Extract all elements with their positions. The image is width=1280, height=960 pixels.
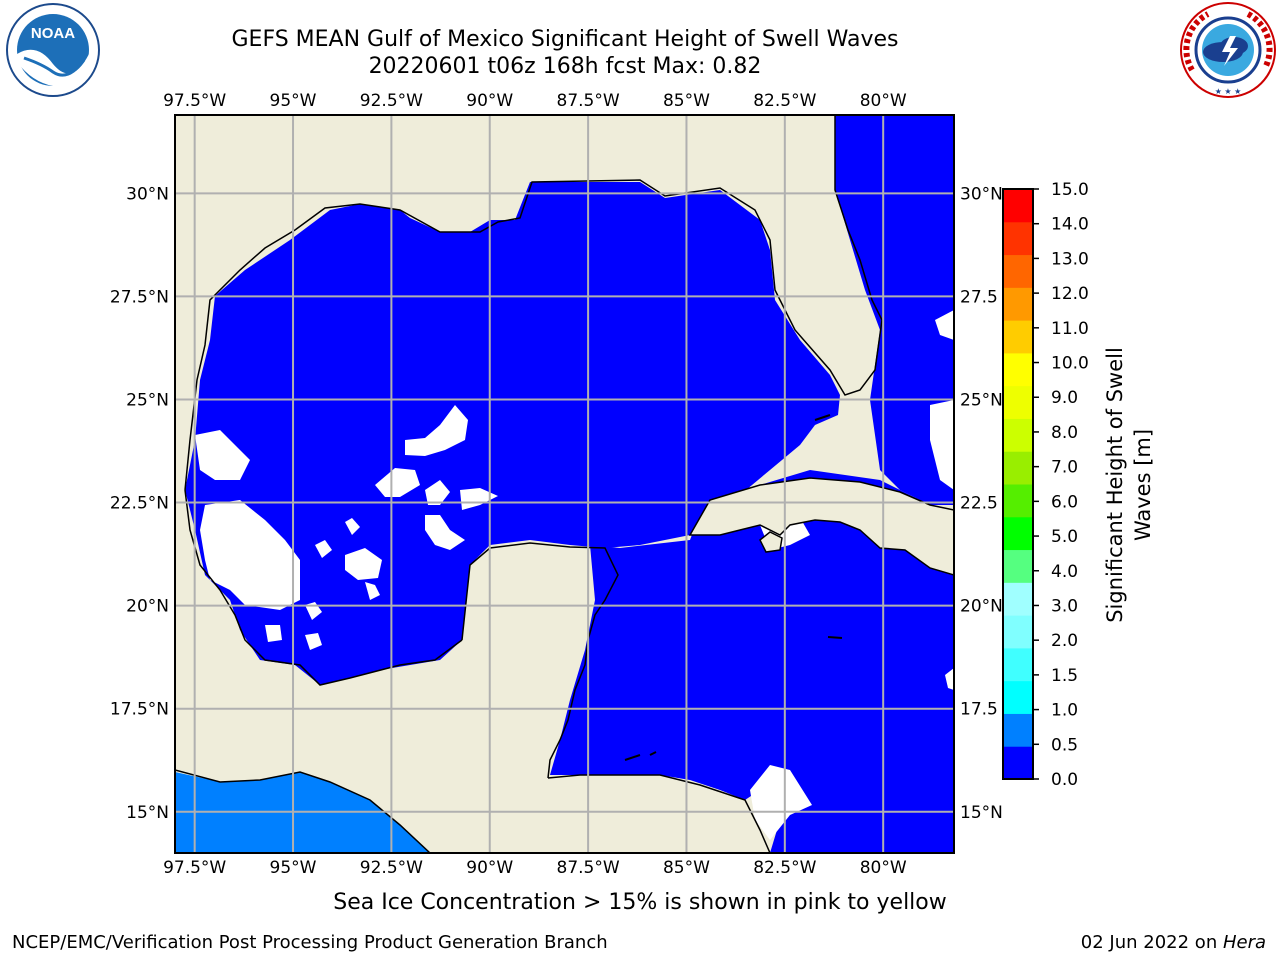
map-frame (174, 114, 955, 854)
caribbean-ocean (550, 470, 954, 853)
footer-branch: NCEP/EMC/Verification Post Processing Pr… (12, 932, 608, 953)
colorbar-tick-label: 11.0 (1051, 319, 1089, 339)
colorbar-segment (1003, 418, 1033, 452)
colorbar-tick-label: 3.0 (1051, 596, 1078, 616)
footer-machine: Hera (1222, 932, 1266, 953)
colorbar-segment (1003, 615, 1033, 649)
colorbar-segment (1003, 385, 1033, 419)
nodata-patches (195, 310, 954, 840)
lon-tick-top: 92.5°W (360, 91, 423, 111)
lon-tick-bottom: 90°W (466, 858, 513, 878)
lat-tick-left: 30°N (126, 184, 169, 204)
yucatan-coast (461, 542, 619, 779)
colorbar-tick-label: 10.0 (1051, 354, 1089, 374)
lat-tick-left: 20°N (126, 597, 169, 617)
lon-tick-top: 97.5°W (163, 91, 226, 111)
colorbar-tick-label: 15.0 (1051, 180, 1089, 200)
colorbar-segment (1003, 451, 1033, 485)
colorbar-tick-label: 14.0 (1051, 215, 1089, 235)
nws-logo: ★ ★ ★ (1180, 2, 1276, 98)
lat-tick-left: 15°N (126, 803, 169, 823)
colorbar-segment (1003, 189, 1033, 223)
lon-tick-top: 87.5°W (557, 91, 620, 111)
map-plot-area (175, 115, 954, 853)
colorbar-segment (1003, 287, 1033, 321)
lon-tick-bottom: 97.5°W (163, 858, 226, 878)
isla-juventud (759, 531, 783, 553)
sea-ice-note: Sea Ice Concentration > 15% is shown in … (333, 890, 947, 915)
colorbar-segment (1003, 713, 1033, 747)
colorbar-segment (1003, 582, 1033, 616)
small-islands (624, 414, 843, 761)
colorbar-tick-label: 7.0 (1051, 458, 1078, 478)
lon-tick-bottom: 85°W (663, 858, 710, 878)
gridlines (175, 115, 954, 853)
lat-tick-right: 30°N (960, 184, 1003, 204)
colorbar-tick-label: 4.0 (1051, 562, 1078, 582)
lat-tick-left: 27.5°N (110, 287, 169, 307)
lon-tick-bottom: 82.5°W (753, 858, 816, 878)
lon-tick-bottom: 87.5°W (557, 858, 620, 878)
lat-tick-right: 15°N (960, 803, 1003, 823)
lon-tick-top: 80°W (860, 91, 907, 111)
central-america-coast (547, 774, 771, 853)
lon-tick-top: 95°W (270, 91, 317, 111)
northern-coast (184, 115, 883, 491)
lat-tick-right: 25°N (960, 390, 1003, 410)
colorbar-frame (1002, 188, 1034, 780)
atlantic-ocean (835, 115, 954, 505)
svg-text:★ ★ ★: ★ ★ ★ (1215, 87, 1242, 96)
colorbar-segment (1003, 484, 1033, 518)
colorbar-tick-label: 1.0 (1051, 701, 1078, 721)
pacific-coast (175, 769, 431, 853)
colorbar: 15.0 14.0 13.0 12.0 11.0 10.0 9.0 8.0 7.0 6.0 5.0 4… (1002, 180, 1089, 790)
colorbar-segment (1003, 647, 1033, 682)
axis-labels: 97.5°W 97.5°W 95°W 95°W 92.5°W 92.5°W 90°W 90°W… (110, 91, 1003, 878)
noaa-logo-text: NOAA (31, 25, 75, 42)
colorbar-segment (1003, 320, 1033, 354)
lat-tick-left: 25°N (126, 390, 169, 410)
chart-subtitle: 20220601 t06z 168h fcst Max: 0.82 (368, 54, 762, 79)
colorbar-tick-label: 0.5 (1051, 735, 1078, 755)
colorbar-label-line1: Significant Height of Swell (1103, 347, 1127, 623)
chart-title: GEFS MEAN Gulf of Mexico Significant Hei… (231, 27, 899, 52)
colorbar-tick-label: 12.0 (1051, 284, 1089, 304)
colorbar-tick-label: 13.0 (1051, 249, 1089, 269)
colorbar-tick-label: 9.0 (1051, 388, 1078, 408)
colorbar-segment (1003, 221, 1033, 256)
colorbar-segment (1003, 549, 1033, 583)
colorbar-segment (1003, 680, 1033, 714)
lon-tick-top: 90°W (466, 91, 513, 111)
colorbar-segment (1003, 254, 1033, 288)
lon-tick-bottom: 95°W (270, 858, 317, 878)
footer-date: 02 Jun 2022 on Hera (1081, 932, 1266, 953)
colorbar-segment (1003, 516, 1033, 551)
noaa-logo: NOAA (6, 3, 100, 97)
colorbar-tick-label: 1.5 (1051, 666, 1078, 686)
mexico-west-coast (184, 489, 463, 686)
lat-tick-right: 20°N (960, 597, 1003, 617)
lon-tick-top: 85°W (663, 91, 710, 111)
lat-tick-left: 22.5°N (110, 494, 169, 514)
lat-tick-right: 22.5 (960, 494, 998, 514)
lat-tick-left: 17.5°N (110, 700, 169, 720)
lon-tick-top: 82.5°W (753, 91, 816, 111)
colorbar-tick-label: 2.0 (1051, 631, 1078, 651)
colorbar-tick-label: 8.0 (1051, 423, 1078, 443)
lon-tick-bottom: 92.5°W (360, 858, 423, 878)
lat-tick-right: 27.5 (960, 287, 998, 307)
lon-tick-bottom: 80°W (860, 858, 907, 878)
lat-tick-right: 17.5 (960, 700, 998, 720)
colorbar-label-line2: Waves [m] (1131, 429, 1155, 541)
colorbar-segment (1003, 746, 1033, 780)
colorbar-segment (1003, 352, 1033, 387)
footer-date-text: 02 Jun 2022 on (1080, 932, 1223, 953)
colorbar-tick-label: 5.0 (1051, 527, 1078, 547)
colorbar-tick-label: 0.0 (1051, 770, 1078, 790)
colorbar-tick-label: 6.0 (1051, 492, 1078, 512)
